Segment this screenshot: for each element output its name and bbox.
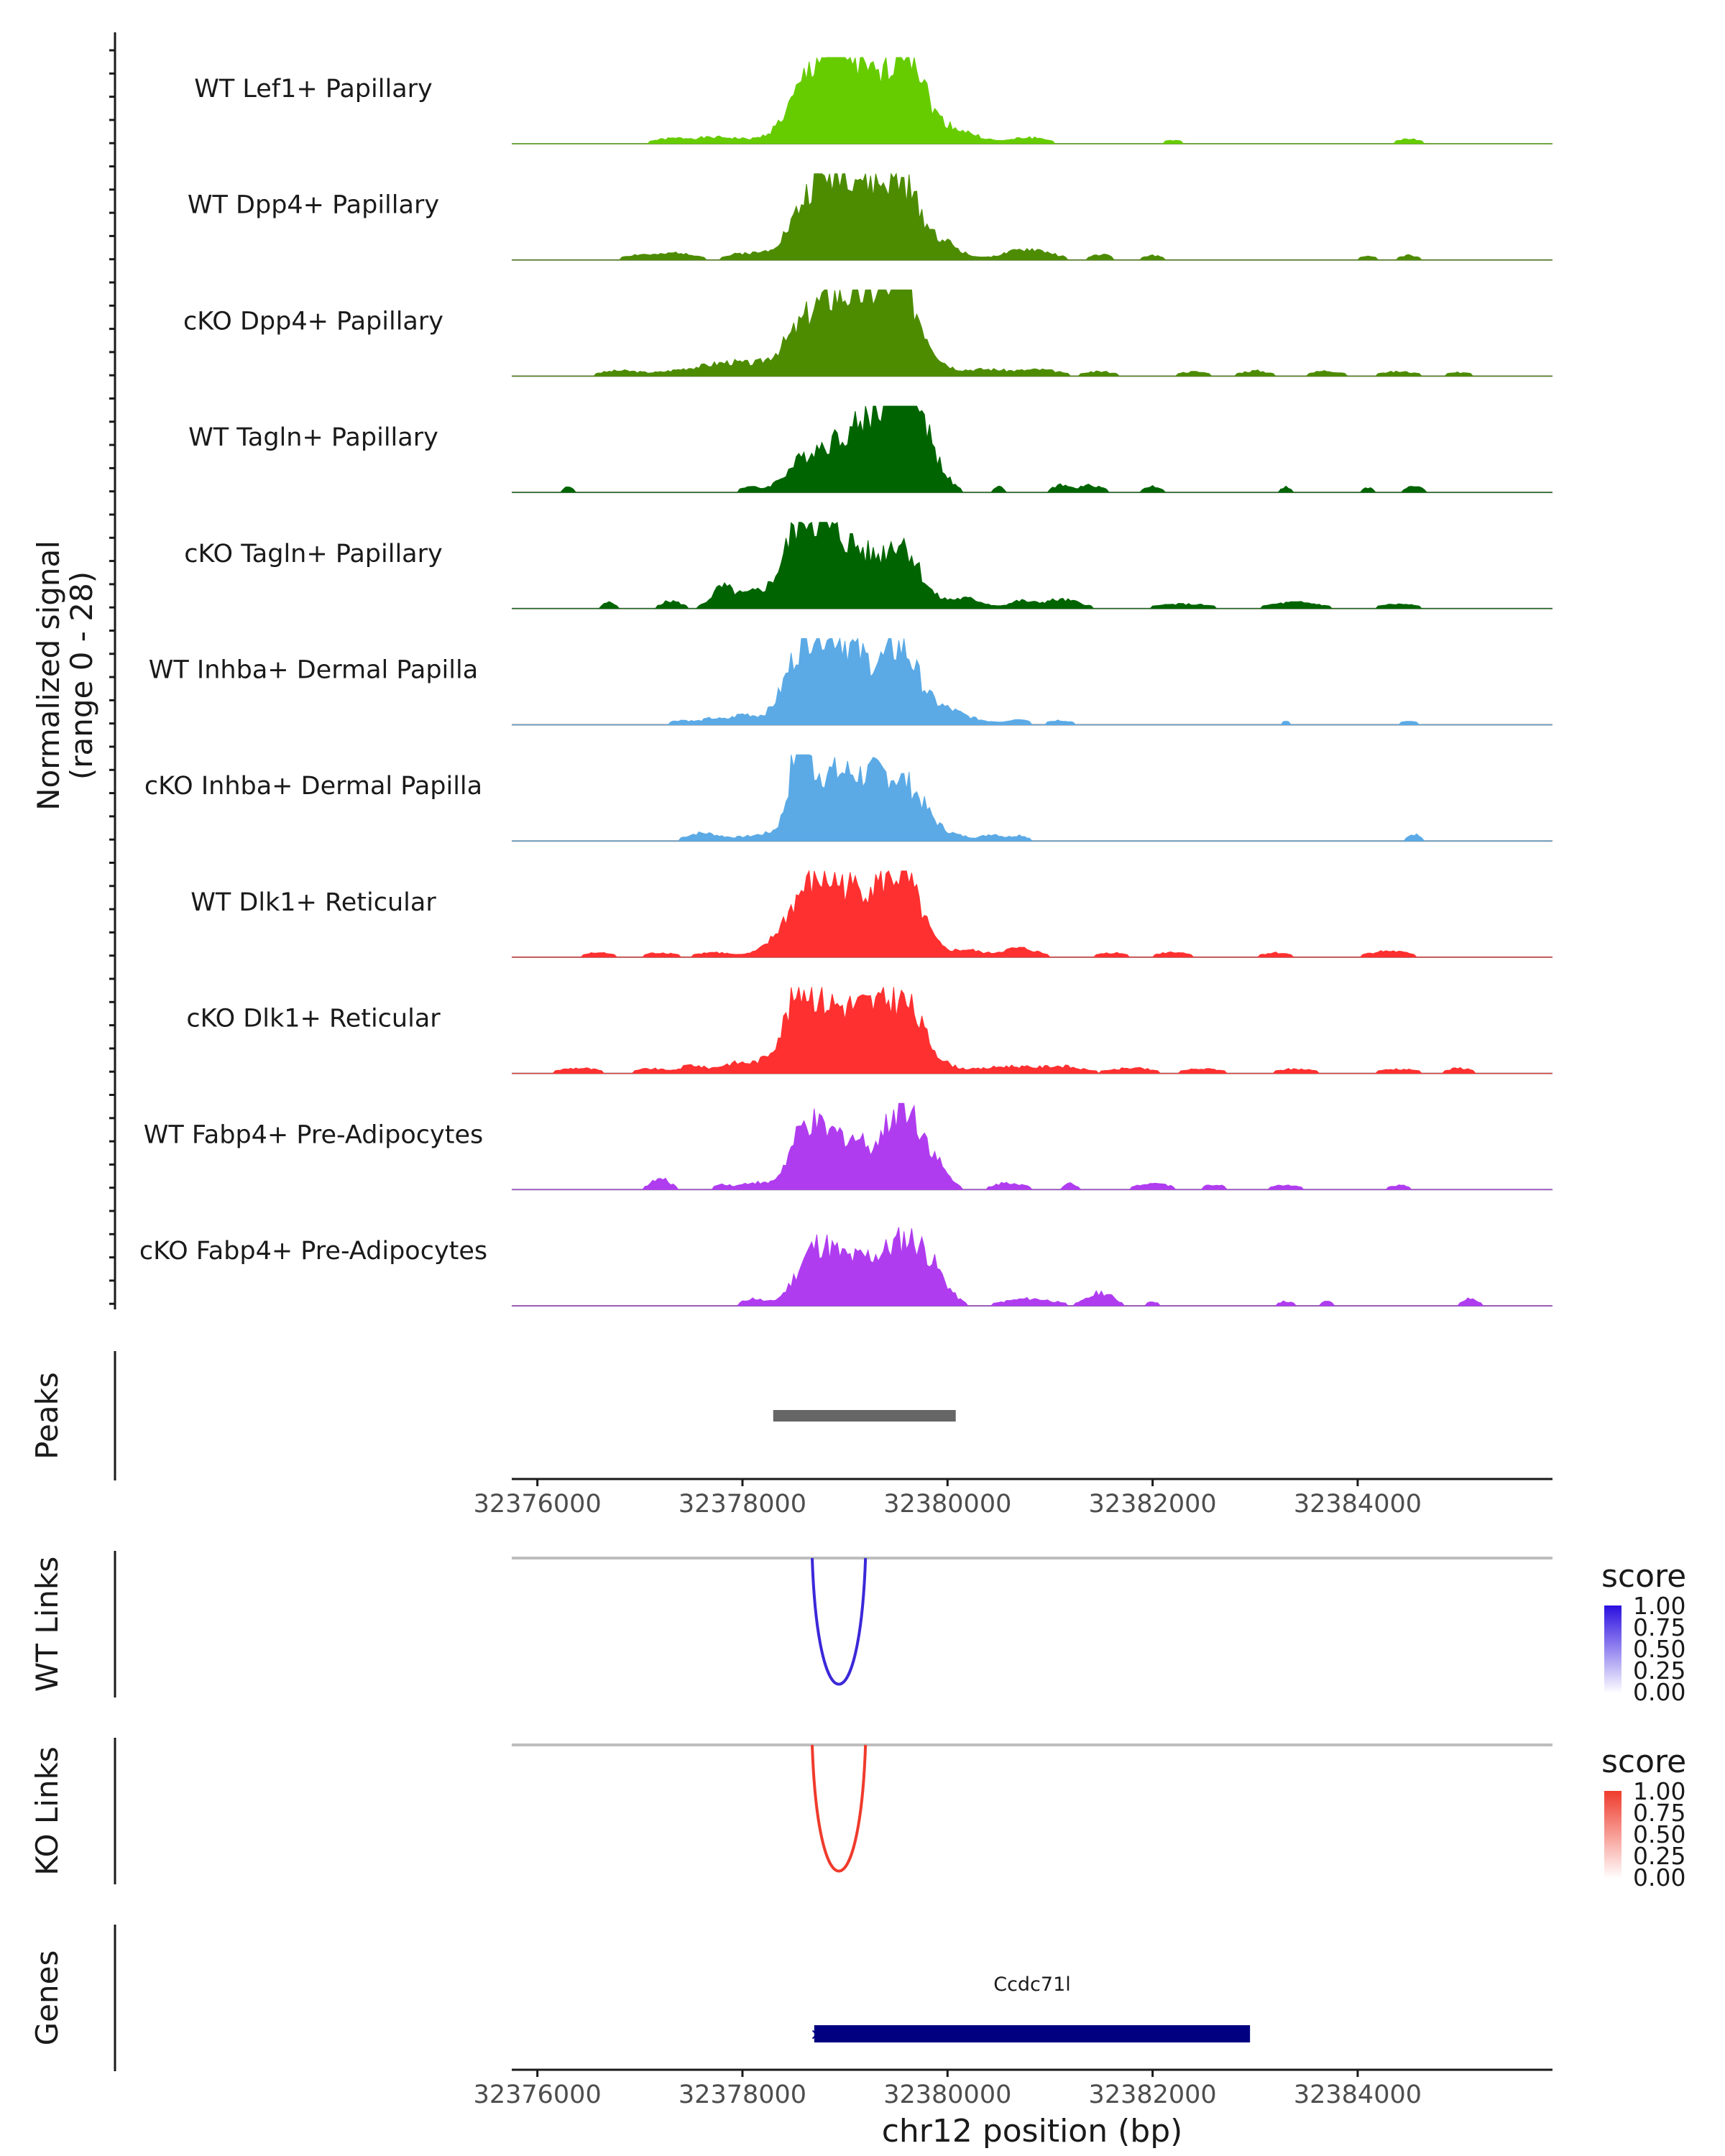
coverage-area [512, 987, 1552, 1074]
legend-tick-label: 0.75 [1633, 1799, 1685, 1827]
coverage-track: WT Inhba+ Dermal Papilla [149, 637, 1552, 726]
track-label: cKO Tagln+ Papillary [184, 540, 443, 568]
x-axis-top-ticks: 32376000 32378000 32380000 32382000 32384000 [474, 1479, 1422, 1519]
gene-name: Ccdc71l [993, 1973, 1071, 1996]
coverage-track: WT Tagln+ Papillary [188, 405, 1552, 494]
x-tick-label: 32380000 [883, 2081, 1011, 2109]
coverage-track: WT Dlk1+ Reticular [190, 870, 1552, 958]
ko-legend-colorbar [1604, 1791, 1622, 1879]
x-tick-label: 32384000 [1294, 2081, 1422, 2109]
track-label: cKO Dlk1+ Reticular [186, 1005, 441, 1033]
coverage-track: cKO Fabp4+ Pre-Adipocytes [139, 1227, 1552, 1307]
coverage-track: cKO Dlk1+ Reticular [186, 987, 1552, 1074]
coverage-tracks: WT Lef1+ Papillary WT Dpp4+ Papillary cKO … [139, 57, 1552, 1307]
coverage-area [512, 754, 1552, 842]
x-axis-bottom-ticks: 32376000 32378000 32380000 32382000 32384000 [474, 2070, 1422, 2109]
peak-region [773, 1410, 956, 1422]
coverage-area [512, 521, 1552, 609]
legend-tick-label: 0.00 [1633, 1678, 1685, 1706]
gene-body [814, 2025, 1251, 2042]
track-label: cKO Fabp4+ Pre-Adipocytes [139, 1237, 487, 1266]
coverage-area [512, 870, 1552, 958]
strand-marker: × [810, 2026, 823, 2044]
coverage-area [512, 1227, 1552, 1307]
x-tick-label: 32382000 [1089, 1490, 1217, 1519]
x-tick-label: 32376000 [474, 2081, 602, 2109]
wt-legend-colorbar [1604, 1606, 1622, 1693]
coverage-track: cKO Inhba+ Dermal Papilla [144, 754, 1552, 842]
coverage-track: cKO Dpp4+ Papillary [183, 289, 1552, 377]
legend-tick-label: 0.00 [1633, 1864, 1685, 1892]
link-arc [810, 1557, 868, 1686]
legend-tick-label: 1.00 [1633, 1777, 1685, 1805]
coverage-area [512, 172, 1552, 261]
coverage-y-ticks [109, 49, 115, 1305]
y-axis-label-line2: (range 0 - 28) [64, 571, 99, 780]
track-label: cKO Dpp4+ Papillary [183, 307, 443, 336]
ko-legend-ticks: 1.000.750.500.250.00 [1633, 1777, 1685, 1892]
track-label: WT Fabp4+ Pre-Adipocytes [144, 1120, 483, 1149]
coverage-area [512, 1102, 1552, 1190]
x-tick-label: 32380000 [883, 1490, 1011, 1519]
x-tick-label: 32378000 [678, 2081, 806, 2109]
track-label: WT Inhba+ Dermal Papilla [149, 656, 478, 685]
legend-tick-label: 0.50 [1633, 1635, 1685, 1663]
track-label: cKO Inhba+ Dermal Papilla [144, 772, 482, 801]
coverage-area [512, 289, 1552, 377]
x-tick-label: 32384000 [1294, 1490, 1422, 1519]
wt-links-label: WT Links [29, 1557, 65, 1692]
legend-tick-label: 0.25 [1633, 1657, 1685, 1685]
links-arcs [512, 1557, 1552, 1873]
peaks-track-label: Peaks [29, 1372, 65, 1460]
x-tick-label: 32378000 [678, 1490, 806, 1519]
coverage-track: WT Lef1+ Papillary [194, 57, 1552, 144]
coverage-area [512, 405, 1552, 493]
track-label: WT Tagln+ Papillary [188, 423, 438, 452]
legend-tick-label: 1.00 [1633, 1592, 1685, 1620]
wt-legend-title: score [1601, 1558, 1686, 1595]
ko-links-label: KO Links [29, 1746, 65, 1876]
coverage-area [512, 57, 1552, 144]
track-label: WT Lef1+ Papillary [194, 75, 433, 103]
track-label: WT Dlk1+ Reticular [190, 888, 436, 917]
y-axis-label-line1: Normalized signal [31, 540, 66, 811]
track-label: WT Dpp4+ Papillary [188, 191, 439, 220]
coverage-track: WT Dpp4+ Papillary [188, 172, 1552, 261]
coverage-track: cKO Tagln+ Papillary [184, 521, 1552, 609]
legend-tick-label: 0.50 [1633, 1820, 1685, 1848]
x-axis-title: chr12 position (bp) [882, 2113, 1183, 2150]
peaks-regions [773, 1410, 956, 1422]
genes-models: Ccdc71l × [810, 1973, 1251, 2044]
coverage-track: WT Fabp4+ Pre-Adipocytes [144, 1102, 1552, 1191]
coverage-area [512, 637, 1552, 725]
x-tick-label: 32376000 [474, 1490, 602, 1519]
link-arc [810, 1744, 868, 1873]
ko-legend-title: score [1601, 1743, 1686, 1780]
genes-track-label: Genes [29, 1950, 65, 2046]
legend-tick-label: 0.25 [1633, 1842, 1685, 1870]
wt-legend-ticks: 1.000.750.500.250.00 [1633, 1592, 1685, 1706]
x-tick-label: 32382000 [1089, 2081, 1217, 2109]
legend-tick-label: 0.75 [1633, 1613, 1685, 1641]
